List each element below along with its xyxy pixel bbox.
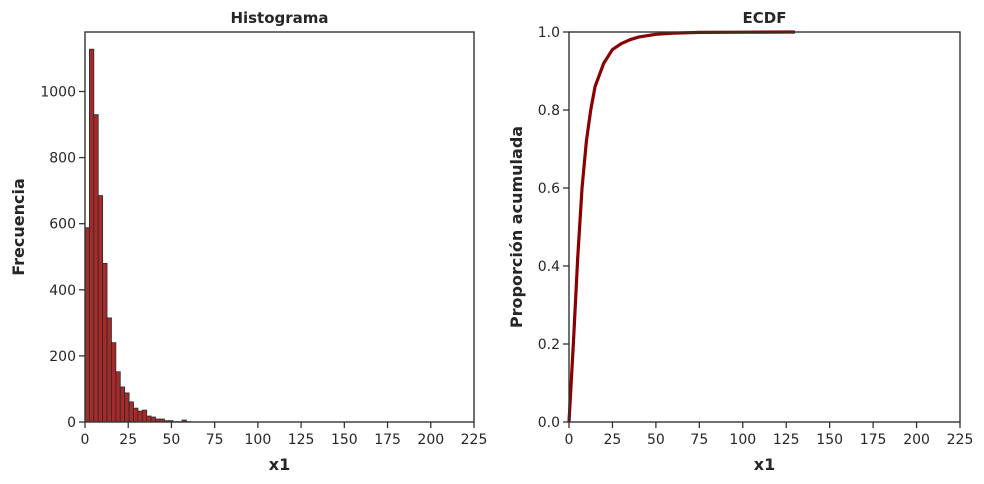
histogram-bar xyxy=(128,401,134,423)
y-tick-label: 0.8 xyxy=(538,103,560,119)
y-axis-label: Proporción acumulada xyxy=(507,126,526,328)
x-tick-label: 150 xyxy=(816,432,843,448)
histogram-bar xyxy=(102,262,108,423)
y-tick-label: 1000 xyxy=(40,84,76,100)
y-tick-label: 400 xyxy=(49,283,76,299)
y-tick-label: 0 xyxy=(67,415,76,431)
x-tick-label: 0 xyxy=(565,432,574,448)
plot-frame xyxy=(568,31,961,423)
x-axis-label: x1 xyxy=(754,455,775,474)
chart-title: Histograma xyxy=(230,9,328,27)
histogram-bar xyxy=(141,409,148,423)
x-tick-label: 200 xyxy=(417,432,444,448)
histogram-bar xyxy=(93,114,99,423)
y-tick-label: 800 xyxy=(49,151,76,167)
histogram-bar xyxy=(137,410,143,423)
y-tick-label: 600 xyxy=(49,217,76,233)
x-tick-label: 50 xyxy=(163,432,181,448)
histogram-bar xyxy=(97,195,104,423)
x-tick-label: 200 xyxy=(903,432,930,448)
y-tick-label: 0.2 xyxy=(538,337,560,353)
x-tick-label: 125 xyxy=(288,432,315,448)
x-tick-label: 150 xyxy=(331,432,358,448)
histogram-bar xyxy=(119,386,126,423)
plot-frame xyxy=(84,31,475,423)
x-tick-label: 100 xyxy=(245,432,272,448)
x-tick-label: 100 xyxy=(729,432,756,448)
chart-title: ECDF xyxy=(743,9,787,27)
ecdf-line xyxy=(567,30,795,423)
y-tick-label: 0.4 xyxy=(538,259,560,275)
histogram-bar xyxy=(89,48,95,423)
x-tick-label: 25 xyxy=(119,432,137,448)
x-tick-label: 225 xyxy=(461,432,488,448)
x-tick-label: 175 xyxy=(860,432,887,448)
histogram-bar xyxy=(133,407,139,423)
histogram-bar xyxy=(150,416,156,423)
histogram-panel: 0 25 50 75 100 125 150 175 200 225 0 200 400 600 800 10… xyxy=(9,9,487,474)
x-tick-label: 75 xyxy=(690,432,708,448)
histogram-bar xyxy=(146,415,152,423)
y-tick-label: 0.6 xyxy=(538,181,560,197)
y-tick-label: 1.0 xyxy=(538,25,560,41)
y-axis-label: Frecuencia xyxy=(9,178,28,276)
x-tick-label: 25 xyxy=(604,432,622,448)
x-tick-label: 0 xyxy=(81,432,90,448)
x-tick-label: 50 xyxy=(647,432,665,448)
histogram-bar xyxy=(124,392,130,423)
histogram-bar xyxy=(115,371,121,423)
y-tick-label: 0.0 xyxy=(538,415,560,431)
x-tick-label: 225 xyxy=(947,432,974,448)
x-tick-label: 75 xyxy=(206,432,224,448)
histogram-bar xyxy=(106,317,112,423)
histogram-bar xyxy=(111,342,117,423)
x-axis-label: x1 xyxy=(269,455,290,474)
x-tick-label: 125 xyxy=(773,432,800,448)
ecdf-panel: 0 25 50 75 100 125 150 175 200 225 0.0 0.2 0.4 0.6 0.8… xyxy=(507,9,973,474)
x-tick-label: 175 xyxy=(374,432,401,448)
y-tick-label: 200 xyxy=(49,349,76,365)
